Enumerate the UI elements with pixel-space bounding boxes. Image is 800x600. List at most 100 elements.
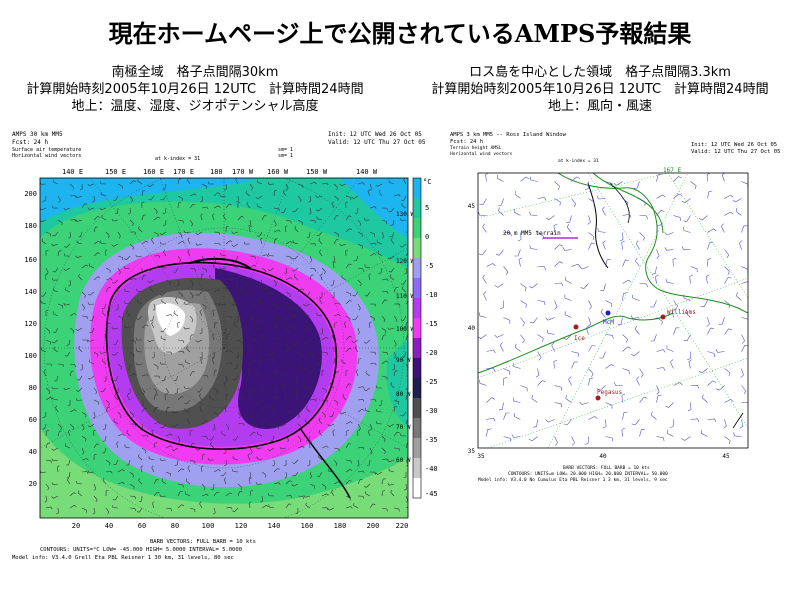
svg-text:20: 20 bbox=[72, 522, 80, 530]
svg-text:110 W: 110 W bbox=[396, 293, 414, 300]
svg-text:-40: -40 bbox=[425, 465, 438, 473]
svg-text:40: 40 bbox=[105, 522, 113, 530]
colorbar-swatch bbox=[413, 238, 421, 259]
colorbar-unit: °C bbox=[423, 178, 431, 186]
right-caption-line: 地上：風向・風速 bbox=[547, 99, 652, 114]
svg-text:-25: -25 bbox=[425, 378, 438, 386]
svg-text:20: 20 bbox=[29, 480, 37, 488]
station-ice-marker bbox=[573, 324, 579, 330]
antarctica-forecast-panel: AMPS 30 km MM5 Fcst: 24 h Surface air te… bbox=[10, 128, 440, 590]
colorbar-swatch bbox=[413, 278, 421, 299]
svg-text:220: 220 bbox=[396, 522, 409, 530]
left-caption-line: 地上：温度、湿度、ジオポテンシャル高度 bbox=[71, 99, 319, 114]
ross-island-map: AMPS 3 km MM5 -- Ross Island Window Fcst… bbox=[450, 132, 780, 483]
colorbar-swatch bbox=[413, 478, 421, 499]
svg-text:45: 45 bbox=[722, 453, 730, 460]
right-header-line: Horizontal wind vectors bbox=[450, 151, 513, 157]
svg-text:5: 5 bbox=[425, 204, 429, 212]
wind-barbs bbox=[40, 178, 408, 515]
svg-text:Model info: V3.4.0 Grell: Model info: V3.4.0 Grell Eta PBL Reisner… bbox=[12, 555, 234, 561]
svg-text:180: 180 bbox=[24, 222, 37, 230]
svg-text:40: 40 bbox=[29, 448, 37, 456]
svg-text:60 W: 60 W bbox=[396, 457, 411, 464]
svg-text:200: 200 bbox=[24, 190, 37, 198]
right-lon-label: 167 E bbox=[663, 167, 681, 174]
left-header-init: Init: 12 UTC Wed 26 Oct 05 bbox=[328, 131, 422, 138]
colorbar-swatch bbox=[413, 418, 421, 439]
svg-text:0: 0 bbox=[425, 233, 429, 241]
svg-text:140 W: 140 W bbox=[356, 168, 378, 176]
svg-text:60: 60 bbox=[138, 522, 146, 530]
right-header-line: Fcst: 24 h bbox=[450, 139, 483, 145]
svg-text:140: 140 bbox=[268, 522, 281, 530]
svg-text:BARB VECTORS: FULL BARB = 10: BARB VECTORS: FULL BARB = 10 kts bbox=[563, 465, 650, 471]
svg-text:80: 80 bbox=[171, 522, 179, 530]
right-wind-barbs bbox=[478, 173, 748, 446]
svg-text:140: 140 bbox=[24, 288, 37, 296]
station-mcm-label: McM bbox=[603, 319, 614, 326]
left-caption-line: 南極全域 格子点間隔30km bbox=[111, 65, 279, 80]
right-header-line: Terrain height AMSL bbox=[450, 145, 502, 151]
terrain-label: 20 m MM5 terrain bbox=[503, 230, 561, 237]
left-lon-labels: 140 E 150 E 160 E 170 E 180 170 W 160 W … bbox=[62, 168, 378, 176]
svg-text:80 W: 80 W bbox=[396, 391, 411, 398]
svg-text:40: 40 bbox=[468, 325, 476, 332]
colorbar-swatch bbox=[413, 298, 421, 319]
svg-text:120: 120 bbox=[235, 522, 248, 530]
left-header-line: AMPS 30 km MM5 bbox=[12, 131, 63, 138]
colorbar-swatch bbox=[413, 218, 421, 239]
right-header-valid: Valid: 12 UTC Thu 27 Oct 05 bbox=[691, 149, 780, 155]
station-markers: McM Williams Ice Pegasus bbox=[573, 309, 696, 401]
svg-text:90 W: 90 W bbox=[396, 357, 411, 364]
right-footer: BARB VECTORS: FULL BARB = 10 kts CONTOUR… bbox=[478, 465, 668, 483]
svg-text:70 W: 70 W bbox=[396, 424, 411, 431]
right-caption-line: ロス島を中心とした領域 格子点間隔3.3km bbox=[469, 65, 731, 80]
right-header-init: Init: 12 UTC Wed 26 Oct 05 bbox=[691, 142, 777, 148]
left-lon-labels-right: 130 W 120 W 110 W 100 W 90 W 80 W 70 W 6… bbox=[396, 211, 414, 464]
antarctica-map: AMPS 30 km MM5 Fcst: 24 h Surface air te… bbox=[12, 131, 438, 561]
svg-text:-20: -20 bbox=[425, 349, 438, 357]
right-caption-line: 計算開始時刻2005年10月26日 12UTC 計算時間24時間 bbox=[431, 82, 769, 97]
svg-text:35: 35 bbox=[468, 448, 476, 455]
station-williams-marker bbox=[660, 314, 666, 320]
station-williams-label: Williams bbox=[667, 309, 696, 316]
svg-text:-45: -45 bbox=[425, 490, 438, 498]
colorbar-swatch bbox=[413, 178, 421, 199]
svg-text:130 W: 130 W bbox=[396, 211, 414, 218]
left-header-mid: sm= 1 bbox=[278, 153, 293, 159]
svg-text:120 W: 120 W bbox=[396, 258, 414, 265]
colorbar-swatch bbox=[413, 378, 421, 399]
svg-text:160 E: 160 E bbox=[143, 168, 164, 176]
svg-text:40: 40 bbox=[599, 453, 607, 460]
svg-text:-30: -30 bbox=[425, 407, 438, 415]
svg-text:60: 60 bbox=[29, 416, 37, 424]
colorbar-swatch bbox=[413, 318, 421, 339]
svg-text:180: 180 bbox=[334, 522, 347, 530]
svg-text:170 W: 170 W bbox=[232, 168, 254, 176]
left-header-valid: Valid: 12 UTC Thu 27 Oct 05 bbox=[328, 139, 426, 146]
svg-text:120: 120 bbox=[24, 320, 37, 328]
svg-text:-10: -10 bbox=[425, 291, 438, 299]
left-x-ticks: 20 40 60 80 100 120 140 160 180 200 220 bbox=[72, 522, 409, 530]
left-caption: 南極全域 格子点間隔30km 計算開始時刻2005年10月26日 12UTC 計… bbox=[0, 64, 390, 115]
svg-text:45: 45 bbox=[468, 203, 476, 210]
svg-text:150 W: 150 W bbox=[306, 168, 328, 176]
svg-text:100: 100 bbox=[24, 352, 37, 360]
station-ice-label: Ice bbox=[574, 335, 585, 342]
svg-text:100 W: 100 W bbox=[396, 326, 414, 333]
right-y-ticks: 45 40 35 bbox=[468, 203, 476, 455]
colorbar-swatch bbox=[413, 338, 421, 359]
right-x-ticks: 35 40 45 bbox=[477, 453, 730, 460]
colorbar-swatch bbox=[413, 458, 421, 479]
right-caption: ロス島を中心とした領域 格子点間隔3.3km 計算開始時刻2005年10月26日… bbox=[400, 64, 800, 115]
colorbar-swatch bbox=[413, 358, 421, 379]
ross-island-forecast-panel: AMPS 3 km MM5 -- Ross Island Window Fcst… bbox=[448, 128, 793, 490]
temperature-colorbar: °C 5 0 -5 -10 -15 -20 -25 -30 -35 -40 -4… bbox=[412, 177, 438, 499]
svg-text:200: 200 bbox=[367, 522, 380, 530]
colorbar-swatch bbox=[413, 258, 421, 279]
svg-text:CONTOURS: UNITS=m LOW= 20.00: CONTOURS: UNITS=m LOW= 20.000 HIGH= 20.0… bbox=[508, 471, 668, 477]
svg-text:-15: -15 bbox=[425, 320, 438, 328]
left-header-mid: sm= 1 bbox=[278, 147, 293, 153]
left-kindex: at k-index = 31 bbox=[155, 156, 200, 162]
left-caption-line: 計算開始時刻2005年10月26日 12UTC 計算時間24時間 bbox=[26, 82, 364, 97]
